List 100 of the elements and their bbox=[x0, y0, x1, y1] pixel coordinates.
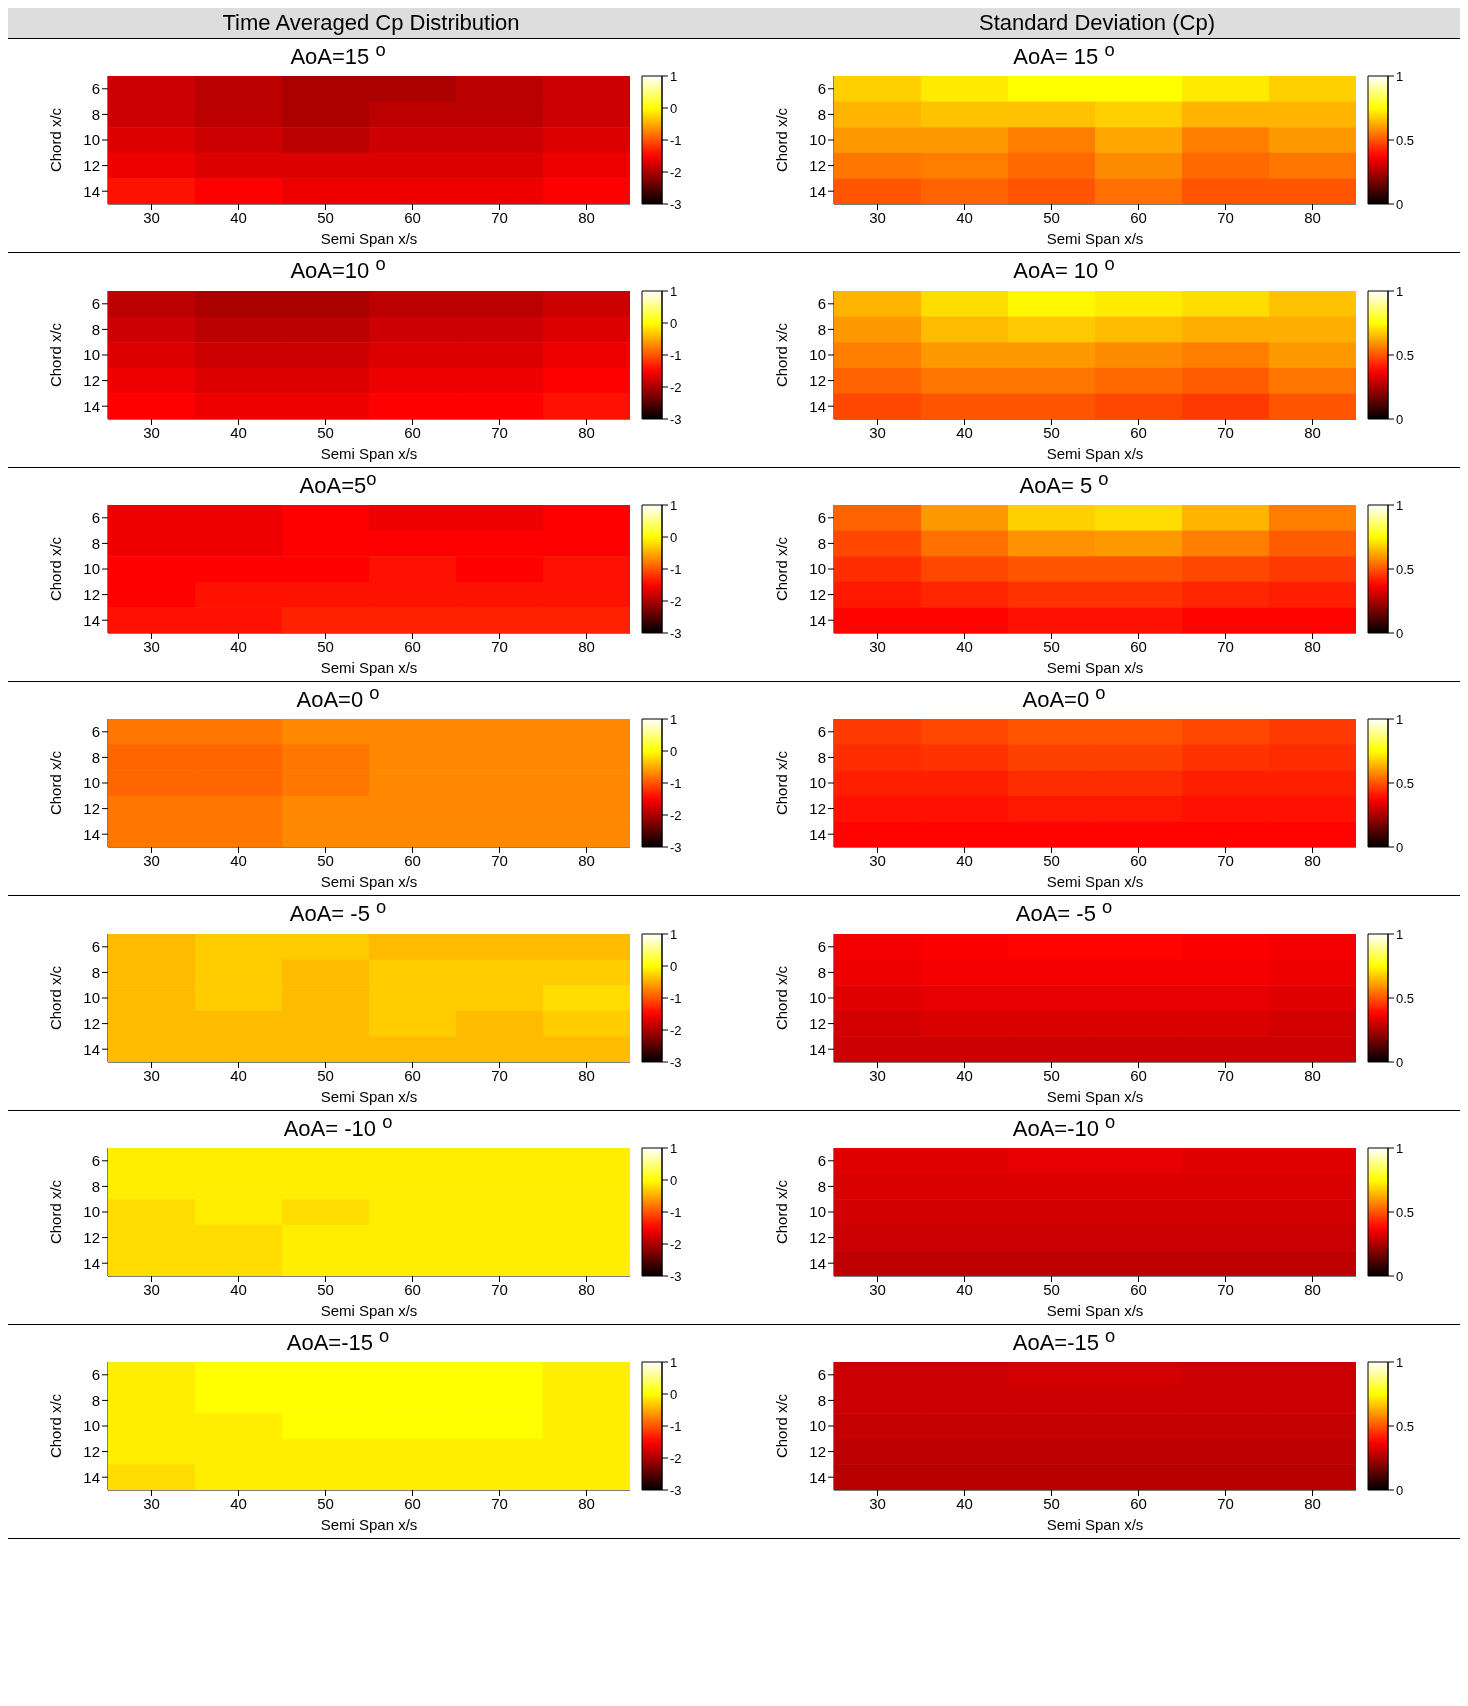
y-tick-label: 8 bbox=[817, 320, 826, 338]
color-bar-label: 1 bbox=[670, 283, 678, 299]
x-tick-label: 30 bbox=[143, 423, 160, 441]
x-axis-title: Semi Span x/s bbox=[320, 444, 418, 462]
x-tick-label: 50 bbox=[1043, 637, 1060, 655]
y-tick-label: 8 bbox=[817, 749, 826, 767]
y-tick-label: 14 bbox=[83, 397, 100, 415]
y-tick-label: 14 bbox=[809, 1468, 826, 1486]
y-tick-label: 8 bbox=[91, 106, 100, 124]
color-bar-label: 0 bbox=[670, 1386, 678, 1402]
x-axis-title: Semi Span x/s bbox=[1046, 1087, 1144, 1105]
color-bar-label: 0.5 bbox=[1396, 775, 1415, 791]
chart-title: AoA=5$^{o}$ bbox=[298, 467, 378, 499]
y-tick-label: 8 bbox=[817, 1177, 826, 1195]
y-tick-label: 14 bbox=[809, 397, 826, 415]
x-tick-label: 70 bbox=[1217, 851, 1234, 869]
x-tick-label: 70 bbox=[491, 1280, 508, 1298]
color-bar-label: -1 bbox=[670, 132, 682, 148]
x-tick-label: 80 bbox=[1304, 637, 1321, 655]
color-bar-label: 1 bbox=[1396, 926, 1404, 942]
y-tick-label: 6 bbox=[817, 1152, 826, 1170]
color-bar-label: -2 bbox=[670, 807, 682, 823]
x-tick-label: 30 bbox=[143, 208, 160, 226]
y-tick-label: 6 bbox=[817, 80, 826, 98]
x-axis-title: Semi Span x/s bbox=[1046, 230, 1144, 248]
x-tick-label: 60 bbox=[1130, 1494, 1147, 1512]
x-tick-label: 40 bbox=[230, 208, 247, 226]
x-tick-label: 30 bbox=[869, 1494, 886, 1512]
x-tick-label: 70 bbox=[491, 851, 508, 869]
x-tick-label: 50 bbox=[1043, 1280, 1060, 1298]
y-tick-label: 10 bbox=[809, 345, 826, 363]
chart-title: AoA=-15 $^{o}$ bbox=[285, 1324, 391, 1357]
color-bar-label: -1 bbox=[670, 990, 682, 1006]
y-tick-label: 6 bbox=[817, 1366, 826, 1384]
x-tick-label: 40 bbox=[956, 208, 973, 226]
y-tick-label: 12 bbox=[809, 800, 826, 818]
color-bar-label: -3 bbox=[670, 411, 682, 427]
color-bar-label: 1 bbox=[1396, 497, 1404, 513]
y-tick-label: 14 bbox=[83, 182, 100, 200]
x-tick-label: 80 bbox=[1304, 1066, 1321, 1084]
chart-title: AoA= 15 $^{o}$ bbox=[1012, 39, 1116, 71]
color-bar-label: -1 bbox=[670, 1418, 682, 1434]
x-tick-label: 40 bbox=[230, 1280, 247, 1298]
x-tick-label: 30 bbox=[869, 1280, 886, 1298]
y-tick-label: 10 bbox=[83, 560, 100, 578]
color-bar-label: -2 bbox=[670, 164, 682, 180]
x-tick-label: 80 bbox=[578, 1280, 595, 1298]
y-tick-label: 14 bbox=[83, 825, 100, 843]
x-tick-label: 80 bbox=[1304, 851, 1321, 869]
y-axis-title: Chord x/c bbox=[773, 107, 791, 173]
x-tick-label: 50 bbox=[317, 851, 334, 869]
color-bar-label: -1 bbox=[670, 347, 682, 363]
color-bar-label: 0 bbox=[1396, 839, 1404, 855]
y-tick-label: 8 bbox=[91, 963, 100, 981]
x-tick-label: 60 bbox=[404, 208, 421, 226]
x-axis-title: Semi Span x/s bbox=[320, 230, 418, 248]
y-tick-label: 8 bbox=[817, 1392, 826, 1410]
x-tick-label: 40 bbox=[956, 1280, 973, 1298]
color-bar-label: 0 bbox=[1396, 625, 1404, 641]
x-tick-label: 80 bbox=[578, 1494, 595, 1512]
y-tick-label: 8 bbox=[91, 1392, 100, 1410]
color-bar-label: -3 bbox=[670, 625, 682, 641]
y-tick-label: 10 bbox=[809, 774, 826, 792]
y-axis-title: Chord x/c bbox=[47, 1393, 65, 1459]
y-tick-label: 8 bbox=[817, 534, 826, 552]
y-tick-label: 6 bbox=[91, 294, 100, 312]
y-tick-label: 14 bbox=[809, 1040, 826, 1058]
color-bar-label: 0 bbox=[1396, 1054, 1404, 1070]
x-tick-label: 60 bbox=[1130, 1280, 1147, 1298]
x-tick-label: 30 bbox=[869, 208, 886, 226]
y-tick-label: 10 bbox=[83, 1203, 100, 1221]
x-tick-label: 30 bbox=[143, 851, 160, 869]
x-tick-label: 50 bbox=[1043, 208, 1060, 226]
color-bar-label: 1 bbox=[1396, 68, 1404, 84]
x-axis-title: Semi Span x/s bbox=[1046, 1301, 1144, 1319]
y-tick-label: 8 bbox=[91, 320, 100, 338]
y-tick-label: 12 bbox=[809, 1228, 826, 1246]
y-tick-label: 12 bbox=[83, 371, 100, 389]
color-bar-label: -2 bbox=[670, 593, 682, 609]
x-tick-label: 50 bbox=[1043, 1066, 1060, 1084]
y-tick-label: 14 bbox=[809, 1254, 826, 1272]
y-tick-label: 6 bbox=[91, 509, 100, 527]
x-tick-label: 50 bbox=[317, 1280, 334, 1298]
y-tick-label: 6 bbox=[91, 80, 100, 98]
color-bar-label: 0.5 bbox=[1396, 347, 1415, 363]
x-tick-label: 60 bbox=[1130, 423, 1147, 441]
x-tick-label: 40 bbox=[956, 851, 973, 869]
chart-title: AoA= -5 $^{o}$ bbox=[1014, 896, 1114, 928]
color-bar-label: 1 bbox=[670, 711, 678, 727]
color-bar-label: -3 bbox=[670, 1482, 682, 1498]
chart-title: AoA= -10 $^{o}$ bbox=[282, 1110, 394, 1142]
x-tick-label: 50 bbox=[317, 1494, 334, 1512]
x-tick-label: 60 bbox=[404, 1280, 421, 1298]
x-axis-title: Semi Span x/s bbox=[320, 658, 418, 676]
x-tick-label: 60 bbox=[1130, 208, 1147, 226]
color-bar-label: 1 bbox=[670, 68, 678, 84]
x-tick-label: 60 bbox=[1130, 851, 1147, 869]
x-tick-label: 60 bbox=[404, 1066, 421, 1084]
chart-title: AoA= 10 $^{o}$ bbox=[1012, 253, 1116, 285]
x-tick-label: 80 bbox=[1304, 1280, 1321, 1298]
